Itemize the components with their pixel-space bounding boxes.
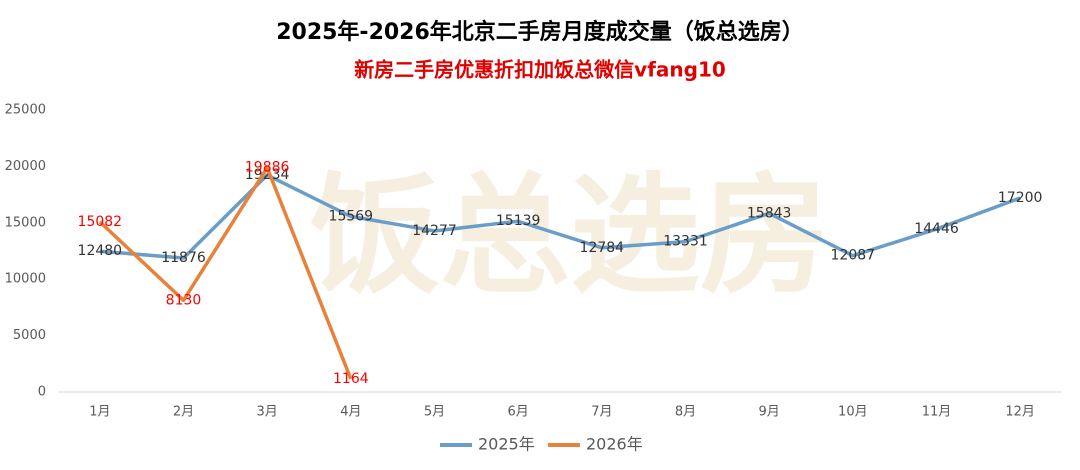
x-tick-label: 4月 (340, 405, 361, 420)
data-label: 13331 (663, 234, 708, 250)
data-label: 12087 (831, 248, 876, 264)
x-tick-label: 3月 (257, 405, 278, 420)
x-tick-label: 11月 (922, 405, 952, 420)
x-tick-label: 5月 (424, 405, 445, 420)
x-tick-label: 6月 (508, 405, 529, 420)
legend-label: 2025年 (478, 435, 535, 454)
y-tick-label: 0 (38, 385, 46, 400)
data-label: 12480 (78, 243, 123, 259)
y-tick-label: 25000 (5, 103, 46, 118)
x-tick-label: 10月 (838, 405, 868, 420)
x-tick-label: 1月 (89, 405, 110, 420)
data-label: 19886 (245, 160, 290, 176)
chart-title: 2025年-2026年北京二手房月度成交量（饭总选房） (276, 19, 804, 45)
x-tick-label: 12月 (1005, 405, 1035, 420)
y-tick-label: 20000 (5, 159, 46, 174)
data-label: 15082 (78, 214, 123, 230)
data-label: 15569 (329, 208, 374, 224)
data-label: 19234 (245, 167, 290, 183)
y-tick-label: 15000 (5, 215, 46, 230)
data-label: 15843 (747, 205, 792, 221)
y-tick-label: 5000 (13, 328, 46, 343)
data-label: 17200 (998, 190, 1043, 206)
chart-subtitle: 新房二手房优惠折扣加饭总微信vfang10 (354, 58, 726, 82)
data-label: 12784 (580, 240, 625, 256)
x-tick-label: 9月 (759, 405, 780, 420)
y-tick-label: 10000 (5, 272, 46, 287)
data-label: 14446 (914, 221, 959, 237)
data-label: 1164 (333, 371, 369, 387)
watermark: 饭总选房 (310, 160, 830, 312)
data-label: 11876 (161, 250, 206, 266)
line-series (98, 165, 353, 380)
data-label: 14277 (412, 223, 457, 239)
data-label: 8130 (166, 292, 202, 308)
data-label: 15139 (496, 213, 541, 229)
x-tick-label: 8月 (675, 405, 696, 420)
legend-label: 2026年 (586, 435, 643, 454)
x-tick-label: 2月 (173, 405, 194, 420)
x-tick-label: 7月 (591, 405, 612, 420)
